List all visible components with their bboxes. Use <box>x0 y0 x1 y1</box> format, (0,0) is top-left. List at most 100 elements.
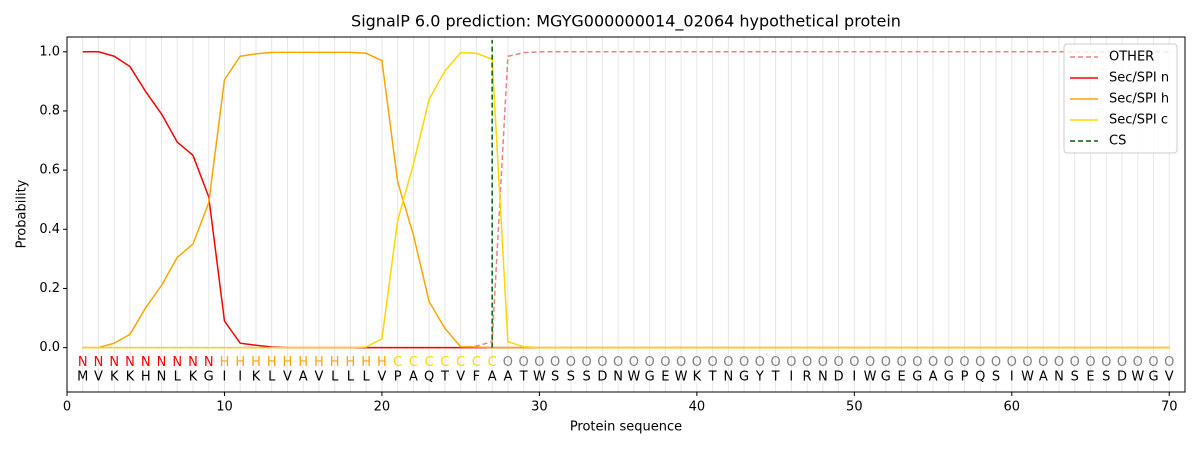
region-label: C <box>409 355 418 370</box>
region-label: N <box>78 355 88 370</box>
region-label: O <box>1070 355 1080 370</box>
region-label: O <box>755 355 765 370</box>
residue-label: L <box>174 370 182 385</box>
residue-label: V <box>283 370 292 385</box>
residue-label: S <box>1071 370 1079 385</box>
region-label: O <box>582 355 592 370</box>
region-label: O <box>818 355 828 370</box>
residue-label: F <box>473 370 480 385</box>
region-label: N <box>125 355 135 370</box>
x-tick-label: 50 <box>846 400 863 415</box>
region-label: O <box>991 355 1001 370</box>
residue-label: L <box>347 370 355 385</box>
y-tick-label: 0.2 <box>39 281 60 296</box>
region-label: N <box>188 355 198 370</box>
residue-label: W <box>627 370 640 385</box>
residue-label: A <box>503 370 512 385</box>
region-label: O <box>1148 355 1158 370</box>
residue-label: H <box>141 370 151 385</box>
residue-label: E <box>1086 370 1094 385</box>
region-label: H <box>377 355 387 370</box>
legend-box <box>1063 43 1178 154</box>
region-label: O <box>660 355 670 370</box>
region-label: O <box>1164 355 1174 370</box>
region-label: O <box>1133 355 1143 370</box>
region-label: C <box>425 355 434 370</box>
legend-label: OTHER <box>1109 50 1154 65</box>
region-label: O <box>1101 355 1111 370</box>
region-label: O <box>503 355 513 370</box>
residue-label: G <box>645 370 655 385</box>
plot-frame <box>66 36 1186 393</box>
residue-label: L <box>363 370 371 385</box>
y-tick-label: 1.0 <box>39 44 60 59</box>
residue-label: W <box>864 370 877 385</box>
residue-label: M <box>77 370 88 385</box>
region-label: O <box>770 355 780 370</box>
residue-label: G <box>881 370 891 385</box>
residue-label: E <box>661 370 669 385</box>
residue-label: K <box>693 370 702 385</box>
residue-label: D <box>1117 370 1127 385</box>
residue-label: S <box>583 370 591 385</box>
residue-label: V <box>94 370 103 385</box>
residue-label: V <box>377 370 386 385</box>
region-label: O <box>1038 355 1048 370</box>
series-line <box>82 51 1170 349</box>
region-label: O <box>975 355 985 370</box>
region-label: O <box>865 355 875 370</box>
residue-label: W <box>533 370 546 385</box>
region-label: C <box>488 355 497 370</box>
region-label: H <box>330 355 340 370</box>
region-label: O <box>534 355 544 370</box>
legend-label: Sec/SPI h <box>1109 92 1169 107</box>
legend-label: Sec/SPI c <box>1109 113 1168 128</box>
region-label: O <box>739 355 749 370</box>
x-tick-label: 60 <box>1004 400 1021 415</box>
region-label: O <box>1054 355 1064 370</box>
region-label: O <box>613 355 623 370</box>
residue-label: S <box>567 370 575 385</box>
region-label: H <box>235 355 245 370</box>
x-tick-label: 0 <box>63 400 71 415</box>
residue-label: D <box>597 370 607 385</box>
residue-label: T <box>519 370 528 385</box>
region-label: O <box>519 355 529 370</box>
residue-label: Y <box>755 370 764 385</box>
region-label: O <box>550 355 560 370</box>
region-label: O <box>597 355 607 370</box>
residue-label: K <box>252 370 261 385</box>
region-label: C <box>440 355 449 370</box>
region-label: H <box>346 355 356 370</box>
residue-label: G <box>1148 370 1158 385</box>
x-tick-label: 70 <box>1161 400 1178 415</box>
region-label: O <box>959 355 969 370</box>
residue-label: L <box>331 370 339 385</box>
x-axis-label: Protein sequence <box>570 420 682 435</box>
residue-label: N <box>1054 370 1064 385</box>
region-label: O <box>1022 355 1032 370</box>
region-label: O <box>944 355 954 370</box>
residue-label: A <box>929 370 938 385</box>
residue-label: K <box>126 370 135 385</box>
region-label: O <box>1085 355 1095 370</box>
y-tick-label: 0.4 <box>39 222 60 237</box>
region-label: O <box>802 355 812 370</box>
chart-title: SignalP 6.0 prediction: MGYG000000014_02… <box>351 12 901 32</box>
residue-label: D <box>834 370 844 385</box>
residue-label: L <box>268 370 276 385</box>
y-tick-label: 0.8 <box>39 103 60 118</box>
region-label: O <box>896 355 906 370</box>
x-tick-label: 20 <box>374 400 391 415</box>
region-label: O <box>928 355 938 370</box>
residue-label: A <box>488 370 497 385</box>
residue-label: V <box>456 370 465 385</box>
residue-label: K <box>110 370 119 385</box>
region-label: O <box>786 355 796 370</box>
region-label: O <box>881 355 891 370</box>
residue-label: W <box>1131 370 1144 385</box>
region-label: N <box>157 355 167 370</box>
residue-label: T <box>771 370 780 385</box>
residue-label: S <box>1102 370 1110 385</box>
